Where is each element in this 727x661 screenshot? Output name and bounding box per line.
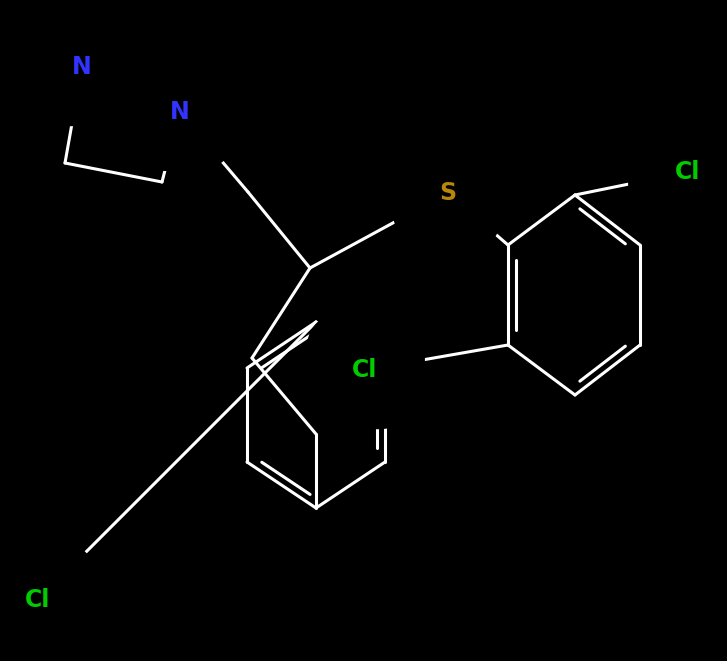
Text: S: S xyxy=(439,181,457,205)
Text: Cl: Cl xyxy=(675,160,701,184)
Text: N: N xyxy=(170,100,190,124)
Text: Cl: Cl xyxy=(25,588,51,612)
Text: N: N xyxy=(72,55,92,79)
Text: Cl: Cl xyxy=(353,358,378,382)
